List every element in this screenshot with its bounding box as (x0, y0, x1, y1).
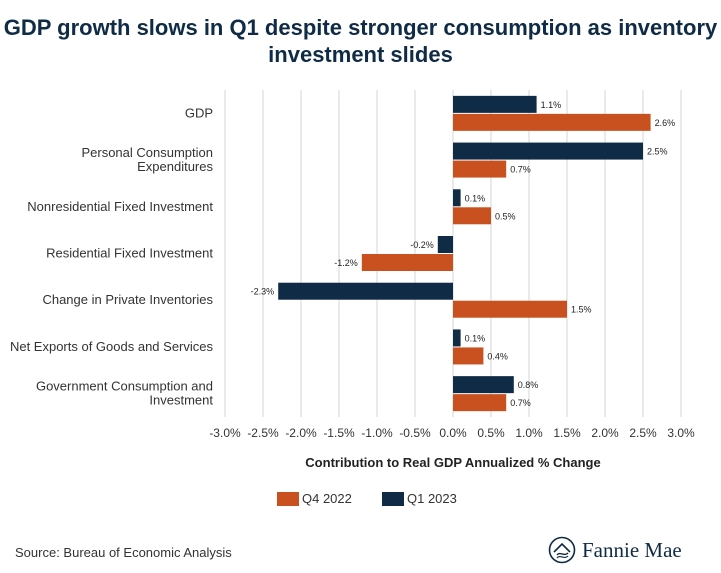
x-tick-label: 1.5% (553, 426, 581, 440)
bar-q1-2023 (437, 236, 453, 253)
bar-chart: -3.0% -2.5% -2.0% -1.5% -1.0% -0.5% 0.0% 0.5% 1.… (10, 90, 695, 506)
bar-q4-2022 (453, 347, 484, 365)
fannie-mae-logo: Fannie Mae (548, 536, 682, 564)
data-label: -0.2% (410, 240, 434, 250)
data-label: 0.8% (518, 380, 539, 390)
data-label: 1.1% (541, 100, 562, 110)
bar-q4-2022 (453, 207, 491, 225)
x-tick-label: -2.0% (285, 426, 317, 440)
bar-q4-2022 (453, 160, 507, 178)
x-tick-label: -1.5% (323, 426, 355, 440)
legend-swatch (277, 492, 299, 506)
x-tick-label: -1.0% (361, 426, 393, 440)
chart-title: GDP growth slows in Q1 despite stronger … (0, 14, 721, 68)
category-label: Change in Private Inventories (42, 292, 213, 307)
x-tick-label: -3.0% (209, 426, 241, 440)
data-label: -1.2% (334, 258, 358, 268)
x-tick-label: 0.0% (439, 426, 467, 440)
x-tick-label: 2.0% (591, 426, 619, 440)
bar-q1-2023 (453, 95, 537, 113)
x-tick-label: -0.5% (399, 426, 431, 440)
data-label: 0.1% (465, 333, 486, 343)
x-tick-label: 2.5% (629, 426, 657, 440)
bar-q4-2022 (453, 394, 507, 412)
category-label: Government Consumption and Investment (36, 379, 213, 408)
data-label: 0.7% (510, 165, 531, 175)
category-label: Nonresidential Fixed Investment (27, 199, 213, 214)
data-label: 2.5% (647, 147, 668, 157)
x-tick-label: -2.5% (247, 426, 279, 440)
chart-title-line1: GDP growth slows in Q1 despite stronger … (3, 15, 718, 40)
x-axis-label: Contribution to Real GDP Annualized % Ch… (305, 455, 600, 470)
data-label: -2.3% (251, 287, 275, 297)
category-label: Residential Fixed Investment (46, 246, 213, 261)
x-tick-label: 0.5% (477, 426, 505, 440)
bar-q1-2023 (453, 189, 461, 207)
source-note: Source: Bureau of Economic Analysis (15, 545, 232, 560)
bar-q1-2023 (453, 142, 643, 160)
bar-q4-2022 (453, 113, 651, 131)
bar-q1-2023 (453, 376, 514, 394)
data-label: 0.5% (495, 211, 516, 221)
legend-label: Q1 2023 (407, 491, 457, 506)
x-tick-label: 3.0% (667, 426, 695, 440)
legend-swatch (382, 492, 404, 506)
bar-q4-2022 (453, 300, 567, 318)
data-label: 1.5% (571, 305, 592, 315)
bar-q1-2023 (278, 282, 453, 300)
chart-title-line2: investment slides (268, 42, 453, 67)
category-label: Personal Consumption Expenditures (81, 145, 213, 174)
category-label: GDP (185, 105, 213, 120)
legend-label: Q4 2022 (302, 491, 352, 506)
x-tick-label: 1.0% (515, 426, 543, 440)
data-label: 0.7% (510, 398, 531, 408)
data-label: 0.1% (465, 193, 486, 203)
category-label: Net Exports of Goods and Services (10, 339, 214, 354)
data-label: 2.6% (655, 118, 676, 128)
bar-q4-2022 (361, 254, 453, 271)
bar-q1-2023 (453, 329, 461, 347)
logo-text: Fannie Mae (582, 537, 682, 562)
data-label: 0.4% (487, 351, 508, 361)
fannie-mae-house-icon (548, 536, 576, 564)
